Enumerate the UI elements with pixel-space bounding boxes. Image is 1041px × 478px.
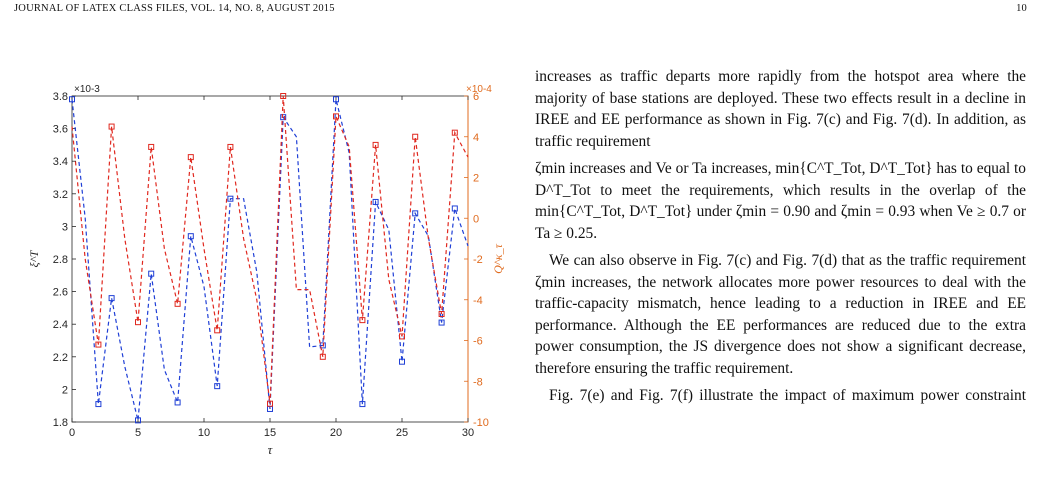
page-header: JOURNAL OF LATEX CLASS FILES, VOL. 14, N… (14, 3, 1027, 17)
paragraph-1: increases as traffic departs more rapidl… (535, 68, 1026, 150)
series-left-marker (95, 401, 102, 408)
right-tick-label: 0 (473, 213, 479, 225)
right-tick-label: -10 (473, 417, 489, 429)
series-right-marker (148, 143, 155, 150)
series-left-marker (227, 195, 234, 202)
series-right-marker (451, 129, 458, 136)
series-left-marker (69, 96, 75, 103)
right-tick-label: 4 (473, 132, 479, 144)
left-tick-label: 3.4 (53, 156, 68, 168)
left-tick-label: 3 (62, 221, 68, 233)
series-left-marker (333, 96, 339, 103)
left-tick-label: 1.8 (53, 417, 68, 429)
paragraph-3: Fig. 7(e) and Fig. 7(f) illustrate the i… (535, 387, 1026, 409)
dual-axis-line-chart: 0 5 10 15 20 25 301.822.22.42.62.833.23.43.63.… (27, 84, 505, 457)
series-right-marker (280, 93, 287, 99)
left-tick-label: 3.2 (53, 189, 68, 201)
series-left-marker (451, 205, 458, 212)
series-right-marker (333, 113, 339, 120)
series-left-marker (108, 295, 115, 302)
right-tick-label: -4 (473, 295, 483, 307)
right-tick-label: -2 (473, 254, 483, 266)
right-tick-label: 6 (473, 91, 479, 103)
x-axis-label: τ (268, 442, 274, 457)
left-tick-label: 2 (62, 384, 68, 396)
paragraph-1b: ζmin increases and Ve or Ta increases, m… (535, 160, 1026, 242)
series-right-marker (372, 141, 379, 148)
series-left-marker (214, 383, 221, 390)
page-number: 10 (1016, 3, 1027, 14)
x-tick-label: 5 (135, 427, 141, 439)
paragraph-2: We can also observe in Fig. 7(c) and Fig… (535, 252, 1026, 377)
series-right-marker (359, 317, 366, 324)
x-tick-label: 25 (396, 427, 408, 439)
journal-header: JOURNAL OF LATEX CLASS FILES, VOL. 14, N… (14, 3, 335, 14)
left-tick-label: 3.6 (53, 124, 68, 136)
series-right-marker (227, 143, 234, 150)
series-right-marker (267, 400, 273, 407)
right-axis-exponent: ×10-4 (466, 84, 492, 95)
plot-frame (71, 95, 469, 423)
left-tick-label: 2.6 (53, 287, 68, 299)
series-right-marker (95, 341, 102, 348)
right-tick-label: -8 (473, 376, 483, 388)
series-right-marker (187, 154, 194, 161)
series-right-marker (135, 319, 141, 326)
series-right-marker (214, 327, 221, 334)
series-left-marker (412, 210, 419, 217)
x-tick-label: 20 (330, 427, 342, 439)
left-tick-label: 3.8 (53, 91, 68, 103)
left-tick-label: 2.4 (53, 319, 68, 331)
series-right-marker (319, 353, 326, 360)
series-right-marker (412, 133, 419, 140)
series-right-marker (438, 311, 445, 318)
left-tick-label: 2.2 (53, 352, 68, 364)
right-tick-label: -6 (473, 336, 483, 348)
series-right-marker (399, 333, 405, 340)
series-right-marker (108, 123, 115, 130)
x-tick-label: 0 (69, 427, 75, 439)
series-left-line (71, 99, 469, 421)
series-left-marker (438, 319, 445, 326)
series-right-marker (174, 300, 181, 307)
right-axis-label: Q^κ_τ (491, 243, 505, 273)
series-left-marker (372, 198, 379, 205)
x-tick-label: 30 (462, 427, 474, 439)
left-axis-exponent: ×10-3 (74, 84, 100, 95)
series-left-marker (135, 417, 141, 424)
series-right-line (71, 95, 469, 404)
left-axis-label: ξ^T (27, 249, 41, 267)
left-tick-label: 2.8 (53, 254, 68, 266)
series-left-marker (319, 342, 326, 349)
series-left-marker (280, 114, 287, 121)
series-left-marker (148, 270, 155, 277)
right-tick-label: 2 (473, 173, 479, 185)
series-left-marker (359, 401, 366, 408)
series-left-marker (399, 358, 405, 365)
figure-dual-axis-chart: 0 5 10 15 20 25 30 1.8 2 2.2 2.4 2.6 2.8 3 3.2 3.4 3.6 3.… (0, 55, 520, 478)
series-left-marker (187, 233, 194, 240)
series-left-marker (174, 399, 181, 406)
x-tick-label: 10 (198, 427, 210, 439)
x-tick-label: 15 (264, 427, 276, 439)
text-column: increases as traffic departs more rapidl… (535, 66, 1026, 415)
